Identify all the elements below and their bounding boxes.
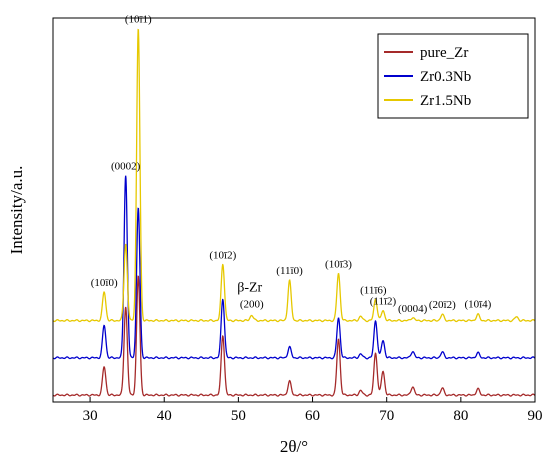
peak-label-11-6: (11ī6) <box>360 284 387 296</box>
plot-frame <box>52 17 536 403</box>
legend: pure_Zr Zr0.3Nb Zr1.5Nb <box>377 33 529 119</box>
legend-label-zr1-5nb: Zr1.5Nb <box>420 93 471 109</box>
x-tick-label: 40 <box>157 408 172 424</box>
peak-label-11-2: (11ī2) <box>370 296 397 308</box>
x-tick-label: 70 <box>379 408 394 424</box>
x-axis-title: 2θ/° <box>280 437 308 456</box>
peak-label-0002: (0002) <box>111 161 141 173</box>
x-tick-label: 80 <box>453 408 468 424</box>
peak-label-20-2: (20ī2) <box>429 299 456 311</box>
peak-label-10-1: (10ī1) <box>125 14 152 26</box>
legend-label-pure-zr: pure_Zr <box>420 45 468 61</box>
x-tick-label: 90 <box>528 408 543 424</box>
peak-label-11-0: (11ī0) <box>276 265 303 277</box>
x-axis: 30 40 50 60 70 80 90 <box>83 397 543 424</box>
legend-label-zr0-3nb: Zr0.3Nb <box>420 69 471 85</box>
x-tick-label: 50 <box>231 408 246 424</box>
peak-label-0004: (0004) <box>398 303 428 315</box>
beta-zr-label: β-Zr <box>237 281 262 296</box>
beta-zr-plane-label: (200) <box>240 299 264 311</box>
y-axis-title: Intensity/a.u. <box>7 166 26 255</box>
series-line-pure-zr <box>52 275 536 397</box>
annotation-layer: (10ī0) (0002) (10ī1) (10ī2) (11ī0) (10ī3) (11ī… <box>91 14 492 315</box>
peak-label-10-0: (10ī0) <box>91 277 118 289</box>
series-line-zr1-5nb <box>52 28 536 323</box>
series-line-zr0-3nb <box>52 175 536 360</box>
peak-label-10-4: (10ī4) <box>464 299 491 311</box>
series-layer <box>52 28 536 397</box>
x-tick-label: 30 <box>83 408 98 424</box>
x-tick-label: 60 <box>305 408 320 424</box>
peak-label-10-3: (10ī3) <box>325 259 352 271</box>
peak-label-10-2: (10ī2) <box>209 250 236 262</box>
